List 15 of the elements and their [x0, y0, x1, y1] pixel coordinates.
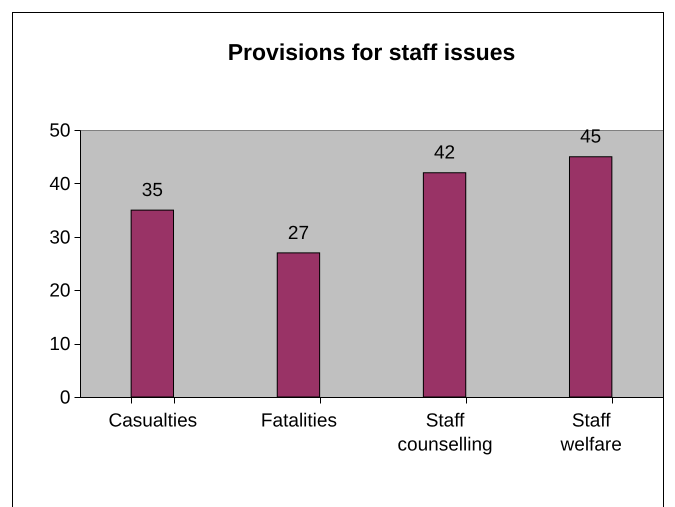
chart-title: Provisions for staff issues — [228, 39, 516, 65]
x-tick-label: Casualties — [108, 410, 198, 432]
y-tick-label: 0 — [60, 388, 70, 408]
x-tick-label: Fatalities — [260, 410, 337, 432]
x-tick-label: Staff welfare — [560, 410, 622, 456]
y-tick-label: 30 — [49, 227, 70, 248]
y-tick-label: 50 — [49, 120, 70, 142]
y-tick-label: 40 — [49, 174, 70, 195]
x-tick-label: Staff counselling — [398, 410, 493, 456]
data-label: 45 — [580, 126, 602, 148]
data-label: 35 — [142, 180, 163, 202]
y-tick-label: 20 — [49, 280, 70, 302]
y-tick-label: 10 — [49, 334, 70, 356]
data-label: 42 — [434, 142, 456, 164]
data-label: 27 — [288, 222, 310, 244]
